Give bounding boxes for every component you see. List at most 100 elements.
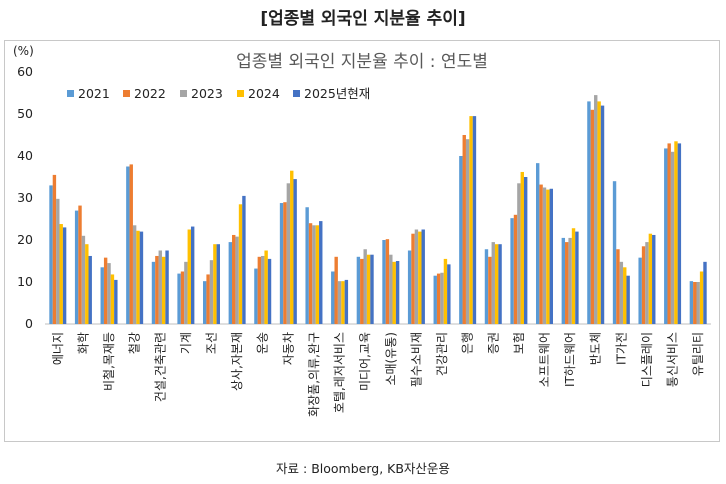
- bar: [132, 225, 137, 324]
- x-tick-label: 기계: [179, 332, 193, 354]
- bar: [110, 274, 115, 324]
- x-axis-labels: 에너지 화학 비철,목재등 철강 건설,건축관련 기계 조선 상사,자본재 운송 자동차 화장품,의…: [51, 332, 705, 417]
- bar: [360, 258, 364, 324]
- bar: [667, 143, 671, 324]
- x-tick-label: 조선: [205, 332, 219, 354]
- bar: [587, 101, 591, 325]
- bar: [206, 274, 210, 324]
- bar: [366, 254, 371, 324]
- x-tick-label: 화학: [76, 332, 90, 354]
- bar: [447, 264, 451, 324]
- bar: [279, 203, 284, 324]
- bar: [472, 116, 477, 324]
- legend-swatch: [293, 90, 300, 97]
- bar: [520, 171, 524, 324]
- bar: [100, 267, 104, 324]
- bar: [228, 242, 233, 324]
- bar: [494, 244, 499, 324]
- bar: [184, 261, 188, 324]
- bar: [664, 148, 668, 324]
- source-note: 자료 : Bloomberg, KB자산운용: [276, 461, 450, 476]
- bar: [600, 105, 605, 324]
- bar: [257, 256, 262, 324]
- legend-swatch: [237, 90, 244, 97]
- bar: [561, 237, 566, 324]
- bar-group: [254, 250, 272, 324]
- bar-group: [331, 256, 349, 324]
- bar-group: [228, 195, 246, 324]
- bar-group: [536, 163, 553, 324]
- bar: [421, 229, 425, 324]
- bar: [242, 195, 246, 324]
- bar: [699, 271, 704, 324]
- bar: [436, 273, 441, 324]
- page-title: [업종별 외국인 지분율 추이]: [260, 9, 466, 29]
- bar: [677, 143, 682, 324]
- bar: [652, 234, 656, 324]
- bar: [286, 183, 291, 324]
- bar: [235, 236, 239, 324]
- x-tick-label: 디스플레이: [640, 332, 654, 387]
- bar: [498, 244, 502, 324]
- x-tick-label: 통신서비스: [666, 332, 680, 387]
- x-tick-label: 철강: [128, 332, 142, 354]
- bar: [52, 174, 57, 324]
- x-tick-label: 미디어,교육: [358, 332, 372, 391]
- bar: [190, 226, 195, 324]
- bar: [641, 246, 646, 324]
- bar: [703, 261, 707, 324]
- bar: [161, 256, 166, 324]
- bar: [305, 207, 309, 324]
- bar: [209, 260, 214, 324]
- bar: [523, 177, 528, 324]
- legend-item: 2021: [67, 86, 110, 101]
- legend-item: 2025년현재: [293, 86, 370, 101]
- bar-group: [74, 205, 92, 324]
- bar: [597, 101, 601, 325]
- bar: [462, 135, 466, 324]
- bar: [549, 188, 553, 324]
- x-tick-label: 화장품,의류,완구: [307, 332, 321, 417]
- bar: [78, 205, 82, 324]
- y-tick-label: 0: [25, 316, 33, 331]
- bar: [638, 257, 642, 324]
- legend-label: 2022: [134, 86, 166, 101]
- x-tick-label: 건설,건축관련: [153, 332, 167, 402]
- bar: [395, 261, 400, 324]
- bar: [696, 282, 700, 324]
- bar: [62, 227, 67, 324]
- y-axis-unit-label: (%): [13, 44, 34, 58]
- y-tick-label: 40: [17, 148, 33, 163]
- bar-group: [587, 95, 605, 325]
- bar: [539, 184, 543, 324]
- bar: [187, 229, 191, 324]
- x-tick-label: 필수소비재: [409, 332, 423, 387]
- x-tick-label: 반도체: [589, 332, 603, 365]
- bar-group: [407, 229, 425, 324]
- bar: [510, 218, 514, 324]
- bar: [484, 249, 489, 324]
- bar: [389, 254, 393, 324]
- bar: [254, 268, 258, 324]
- bar: [418, 231, 422, 324]
- bar: [616, 249, 620, 324]
- bar: [315, 225, 320, 324]
- bar: [158, 250, 162, 324]
- bar: [433, 275, 437, 324]
- bar: [290, 170, 294, 324]
- bar: [334, 256, 338, 324]
- bar: [103, 257, 108, 324]
- x-tick-label: 에너지: [51, 332, 65, 365]
- bar: [319, 221, 323, 324]
- legend-swatch: [67, 90, 74, 97]
- bar: [568, 237, 572, 324]
- y-tick-label: 20: [17, 232, 33, 247]
- bar-group: [484, 242, 502, 324]
- bar: [136, 230, 140, 324]
- x-tick-label: 소프트웨어: [538, 332, 552, 387]
- bar-group: [203, 244, 220, 324]
- bar: [465, 139, 470, 324]
- bar: [689, 281, 694, 324]
- legend: 2021 2022 2023 2024 2025년현재: [67, 86, 370, 101]
- bar: [344, 279, 349, 324]
